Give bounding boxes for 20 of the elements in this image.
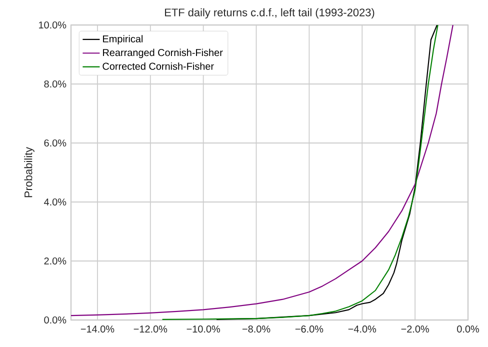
y-tick-label: 10.0%	[38, 21, 66, 29]
x-tick-label: −4.0%	[348, 326, 376, 333]
y-tick-label: 4.0%	[44, 198, 66, 206]
x-tick-label: −10.0%	[186, 326, 220, 333]
x-tick-label: −12.0%	[134, 326, 168, 333]
y-tick-label: 0.0%	[44, 316, 66, 324]
y-tick-label: 6.0%	[44, 139, 66, 147]
x-tick-label: 0.0%	[457, 326, 480, 333]
y-tick-label: 2.0%	[44, 257, 66, 265]
y-axis-title: Probability	[24, 146, 34, 198]
x-tick-label: −14.0%	[80, 326, 114, 333]
line-series	[71, 24, 454, 316]
y-tick-label: 8.0%	[44, 80, 66, 88]
x-tick-label: −6.0%	[295, 326, 324, 333]
x-tick-label: −2.0%	[401, 326, 429, 333]
legend-label: Rearranged Cornish-Fisher	[103, 48, 223, 58]
legend-label: Empirical	[103, 35, 143, 44]
legend-label: Corrected Cornish-Fisher	[102, 62, 214, 70]
chart-title: ETF daily returns c.d.f., left tail (1993-2023)	[165, 8, 374, 18]
x-tick-label: −8.0%	[242, 326, 270, 333]
